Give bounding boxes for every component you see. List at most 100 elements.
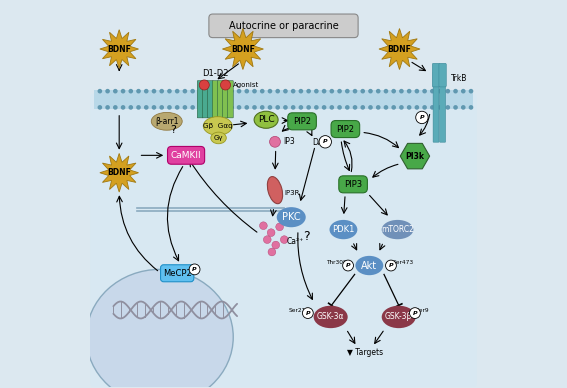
Circle shape xyxy=(206,105,210,110)
Circle shape xyxy=(167,105,172,110)
Circle shape xyxy=(438,89,442,94)
Circle shape xyxy=(302,308,314,319)
Circle shape xyxy=(337,89,342,94)
Circle shape xyxy=(407,105,412,110)
Circle shape xyxy=(113,89,117,94)
Circle shape xyxy=(229,89,234,94)
Text: BDNF: BDNF xyxy=(107,45,131,54)
Circle shape xyxy=(144,89,149,94)
Circle shape xyxy=(268,105,272,110)
Circle shape xyxy=(98,89,102,94)
Circle shape xyxy=(267,229,275,237)
Text: BDNF: BDNF xyxy=(388,45,412,54)
FancyBboxPatch shape xyxy=(331,121,359,138)
Ellipse shape xyxy=(151,113,182,130)
Circle shape xyxy=(167,89,172,94)
Circle shape xyxy=(329,89,334,94)
Text: MeCP2: MeCP2 xyxy=(163,269,192,278)
Text: TrkB: TrkB xyxy=(451,73,467,83)
Text: PIP2: PIP2 xyxy=(293,117,311,126)
Circle shape xyxy=(461,105,466,110)
Text: PIP3: PIP3 xyxy=(344,180,362,189)
Text: P: P xyxy=(323,139,328,144)
FancyBboxPatch shape xyxy=(167,146,205,164)
Circle shape xyxy=(461,89,466,94)
Text: GSK-3α: GSK-3α xyxy=(317,312,344,321)
Circle shape xyxy=(319,136,332,148)
Circle shape xyxy=(416,111,428,124)
FancyBboxPatch shape xyxy=(90,94,477,387)
Circle shape xyxy=(260,105,265,110)
Text: Ser21: Ser21 xyxy=(289,308,306,313)
Text: ▼ Targets: ▼ Targets xyxy=(346,348,383,357)
Circle shape xyxy=(469,89,473,94)
Circle shape xyxy=(446,89,450,94)
Text: P: P xyxy=(192,267,197,272)
Circle shape xyxy=(306,89,311,94)
Text: ?: ? xyxy=(170,125,176,135)
Circle shape xyxy=(129,89,133,94)
Circle shape xyxy=(214,89,218,94)
Circle shape xyxy=(159,105,164,110)
Text: P: P xyxy=(346,263,350,268)
Circle shape xyxy=(337,105,342,110)
Circle shape xyxy=(221,105,226,110)
Circle shape xyxy=(342,260,353,271)
FancyBboxPatch shape xyxy=(339,176,367,193)
Text: ?: ? xyxy=(303,230,310,243)
Circle shape xyxy=(183,105,187,110)
Text: PI3k: PI3k xyxy=(405,152,425,161)
FancyBboxPatch shape xyxy=(209,14,358,38)
Text: PKC: PKC xyxy=(282,212,301,222)
Circle shape xyxy=(276,105,280,110)
Circle shape xyxy=(391,89,396,94)
FancyBboxPatch shape xyxy=(208,81,213,118)
Circle shape xyxy=(281,236,288,244)
Circle shape xyxy=(407,89,412,94)
FancyBboxPatch shape xyxy=(439,72,446,142)
Circle shape xyxy=(244,89,249,94)
Circle shape xyxy=(198,105,202,110)
Circle shape xyxy=(276,89,280,94)
Text: IP3: IP3 xyxy=(284,137,295,146)
Text: Ser9: Ser9 xyxy=(416,308,430,313)
Ellipse shape xyxy=(382,306,416,328)
Circle shape xyxy=(446,105,450,110)
Circle shape xyxy=(221,80,231,90)
Circle shape xyxy=(121,89,125,94)
FancyBboxPatch shape xyxy=(439,63,446,87)
Circle shape xyxy=(469,105,473,110)
Circle shape xyxy=(384,105,388,110)
Circle shape xyxy=(144,105,149,110)
Circle shape xyxy=(272,241,280,249)
Circle shape xyxy=(453,105,458,110)
FancyBboxPatch shape xyxy=(433,72,439,142)
Text: Ca²⁺: Ca²⁺ xyxy=(286,237,304,246)
Text: Agonist: Agonist xyxy=(233,81,260,88)
Circle shape xyxy=(129,105,133,110)
Circle shape xyxy=(353,89,357,94)
Ellipse shape xyxy=(268,177,282,204)
Circle shape xyxy=(136,105,141,110)
Circle shape xyxy=(291,89,295,94)
Circle shape xyxy=(276,223,284,231)
Circle shape xyxy=(105,105,110,110)
Text: PIP2: PIP2 xyxy=(336,125,354,133)
Circle shape xyxy=(438,105,442,110)
FancyBboxPatch shape xyxy=(197,81,203,118)
Circle shape xyxy=(283,105,288,110)
Ellipse shape xyxy=(254,111,278,128)
Text: DAG: DAG xyxy=(312,139,329,147)
Circle shape xyxy=(283,89,288,94)
Circle shape xyxy=(399,105,404,110)
FancyBboxPatch shape xyxy=(288,113,316,130)
Circle shape xyxy=(399,89,404,94)
Circle shape xyxy=(376,105,380,110)
Circle shape xyxy=(422,89,427,94)
Circle shape xyxy=(229,105,234,110)
Ellipse shape xyxy=(204,117,232,135)
Bar xyxy=(94,90,473,109)
Circle shape xyxy=(314,89,319,94)
Polygon shape xyxy=(222,29,264,69)
Circle shape xyxy=(306,105,311,110)
